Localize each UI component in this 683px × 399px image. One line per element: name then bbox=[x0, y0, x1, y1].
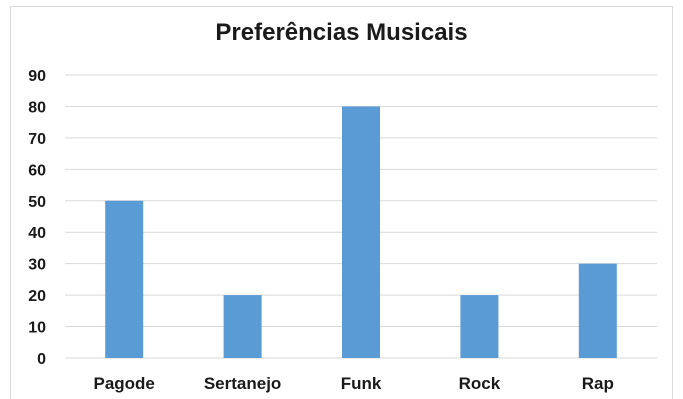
bars bbox=[105, 106, 617, 358]
chart-title: Preferências Musicais bbox=[215, 19, 468, 46]
y-tick-label: 30 bbox=[28, 257, 46, 274]
y-tick-label: 20 bbox=[28, 288, 46, 305]
y-tick-label: 70 bbox=[28, 131, 46, 148]
y-tick-label: 60 bbox=[28, 162, 46, 179]
y-tick-label: 90 bbox=[28, 68, 46, 85]
y-axis-ticks: 0 10 20 30 40 50 60 70 80 90 bbox=[28, 68, 46, 368]
bar-sertanejo bbox=[223, 295, 262, 358]
bar-pagode bbox=[105, 200, 144, 358]
x-axis-categories: Pagode Sertanejo Funk Rock Rap bbox=[93, 374, 613, 393]
y-tick-label: 50 bbox=[28, 194, 46, 211]
x-tick-label: Pagode bbox=[93, 374, 154, 393]
bar-rap bbox=[578, 263, 617, 358]
bar-funk bbox=[342, 106, 380, 358]
y-tick-label: 40 bbox=[28, 225, 46, 242]
y-tick-label: 0 bbox=[37, 351, 46, 368]
x-tick-label: Rock bbox=[459, 374, 501, 393]
x-tick-label: Rap bbox=[582, 374, 614, 393]
x-tick-label: Funk bbox=[341, 374, 382, 393]
x-tick-label: Sertanejo bbox=[204, 374, 281, 393]
y-tick-label: 10 bbox=[28, 320, 46, 337]
bar-rock bbox=[460, 295, 499, 358]
y-tick-label: 80 bbox=[28, 99, 46, 116]
